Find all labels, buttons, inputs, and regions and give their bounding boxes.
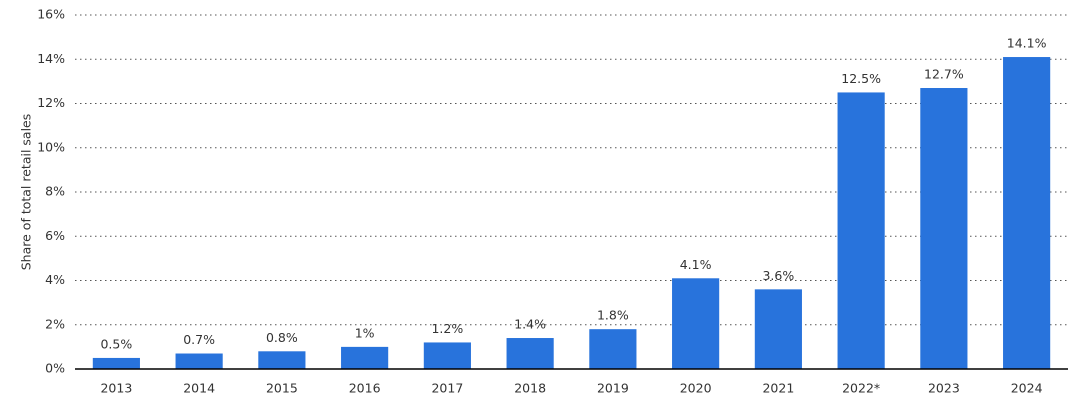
- bar: [589, 329, 637, 369]
- x-tick-label: 2021: [762, 381, 794, 396]
- y-tick-label: 4%: [45, 272, 65, 287]
- bar: [672, 278, 720, 369]
- bar: [423, 342, 471, 369]
- x-tick-label: 2018: [514, 381, 546, 396]
- bar: [92, 357, 140, 369]
- x-tick-label: 2022*: [842, 381, 880, 396]
- y-tick-label: 12%: [37, 95, 65, 110]
- bar: [341, 346, 389, 369]
- bar: [1003, 57, 1051, 369]
- bar: [506, 338, 554, 369]
- value-label: 12.5%: [841, 71, 881, 86]
- x-tick-label: 2015: [266, 381, 298, 396]
- x-tick-label: 2013: [100, 381, 132, 396]
- value-label: 0.8%: [266, 330, 298, 345]
- value-label: 0.7%: [183, 332, 215, 347]
- y-tick-label: 8%: [45, 184, 65, 199]
- value-label: 3.6%: [762, 268, 794, 283]
- value-label: 0.5%: [100, 336, 132, 351]
- value-label: 12.7%: [924, 67, 964, 82]
- y-tick-label: 0%: [45, 361, 65, 376]
- value-label: 4.1%: [680, 257, 712, 272]
- bar: [837, 92, 885, 369]
- bar: [258, 351, 306, 369]
- y-tick-label: 16%: [37, 7, 65, 22]
- y-tick-label: 14%: [37, 51, 65, 66]
- y-axis-label: Share of total retail sales: [19, 114, 34, 271]
- y-tick-label: 6%: [45, 228, 65, 243]
- x-tick-label: 2020: [680, 381, 712, 396]
- value-label: 1.2%: [431, 321, 463, 336]
- bar: [754, 289, 802, 369]
- value-label: 1.4%: [514, 317, 546, 332]
- y-tick-label: 10%: [37, 139, 65, 154]
- y-tick-label: 2%: [45, 316, 65, 331]
- value-label: 1.8%: [597, 308, 629, 323]
- x-tick-label: 2014: [183, 381, 215, 396]
- value-label: 14.1%: [1007, 36, 1047, 51]
- x-tick-label: 2016: [349, 381, 381, 396]
- x-tick-label: 2019: [597, 381, 629, 396]
- x-tick-label: 2023: [928, 381, 960, 396]
- x-tick-label: 2024: [1011, 381, 1043, 396]
- bar: [920, 88, 968, 369]
- x-tick-label: 2017: [431, 381, 463, 396]
- bar: [175, 353, 223, 369]
- value-label: 1%: [355, 325, 375, 340]
